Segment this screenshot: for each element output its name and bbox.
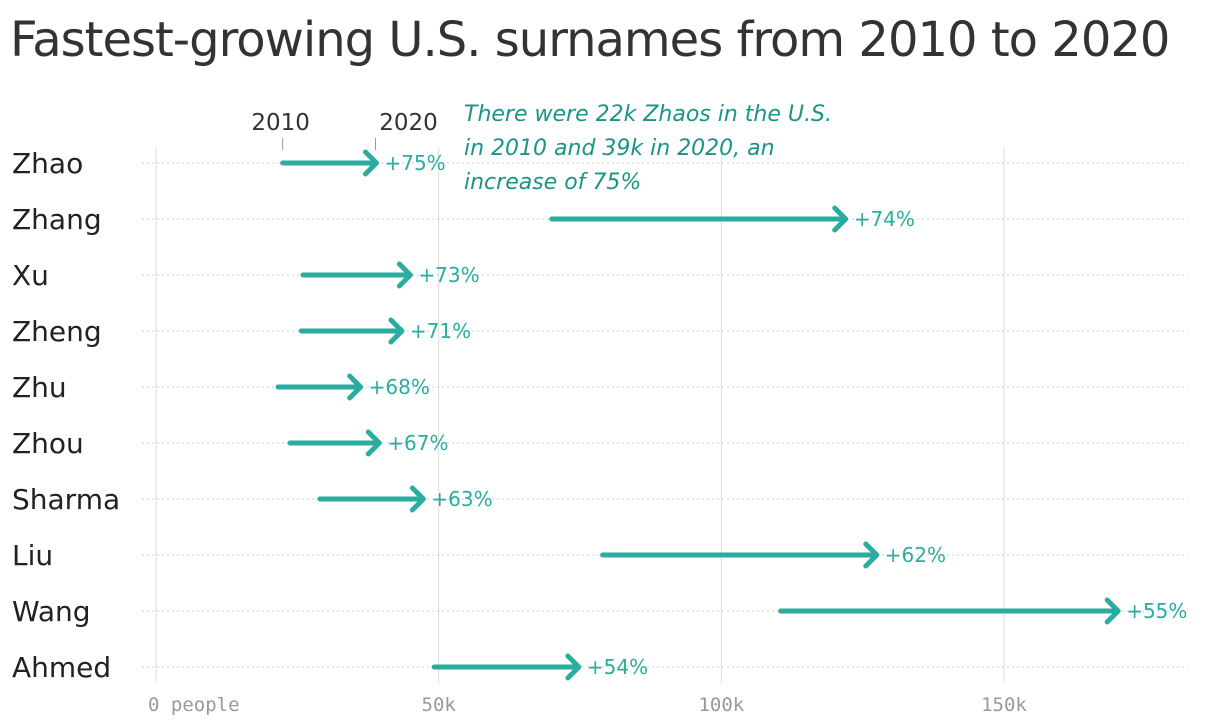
arrow-head-zheng xyxy=(388,317,405,345)
chart-title: Fastest-growing U.S. surnames from 2010 … xyxy=(10,12,1170,68)
change-label-sharma: +63% xyxy=(431,487,492,511)
arrow-head-ahmed xyxy=(565,653,582,681)
row-label-zhang: Zhang xyxy=(12,203,102,236)
arrow-head-zhou xyxy=(365,429,382,457)
annotation-line: in 2010 and 39k in 2020, an xyxy=(464,136,775,161)
legend-2020-label: 2020 xyxy=(379,110,438,136)
x-tick-label: 150k xyxy=(981,694,1027,716)
x-tick-label: 100k xyxy=(698,694,744,716)
row-label-sharma: Sharma xyxy=(12,483,120,516)
row-label-wang: Wang xyxy=(12,595,91,628)
annotation-line: increase of 75% xyxy=(464,170,641,195)
change-label-xu: +73% xyxy=(418,263,479,287)
change-label-liu: +62% xyxy=(885,543,946,567)
change-label-zhao: +75% xyxy=(384,151,445,175)
row-label-liu: Liu xyxy=(12,539,53,572)
annotation-line: There were 22k Zhaos in the U.S. xyxy=(464,102,832,127)
change-label-zhou: +67% xyxy=(387,431,448,455)
arrow-head-wang xyxy=(1104,597,1121,625)
row-label-zhou: Zhou xyxy=(12,427,84,460)
change-label-wang: +55% xyxy=(1126,599,1187,623)
row-label-ahmed: Ahmed xyxy=(12,651,111,684)
arrow-head-sharma xyxy=(409,485,426,513)
row-label-xu: Xu xyxy=(12,259,49,292)
change-label-zhu: +68% xyxy=(369,375,430,399)
legend-2010-label: 2010 xyxy=(251,110,310,136)
arrow-head-xu xyxy=(396,261,413,289)
arrow-head-zhang xyxy=(832,205,849,233)
change-label-zheng: +71% xyxy=(410,319,471,343)
change-label-zhang: +74% xyxy=(854,207,915,231)
x-tick-label: 50k xyxy=(422,694,457,716)
x-tick-label: 0 people xyxy=(148,694,240,716)
row-label-zhu: Zhu xyxy=(12,371,67,404)
change-label-ahmed: +54% xyxy=(587,655,648,679)
row-label-zhao: Zhao xyxy=(12,147,83,180)
arrow-head-liu xyxy=(863,541,880,569)
row-label-zheng: Zheng xyxy=(12,315,102,348)
arrow-head-zhu xyxy=(347,373,364,401)
arrow-head-zhao xyxy=(362,149,379,177)
